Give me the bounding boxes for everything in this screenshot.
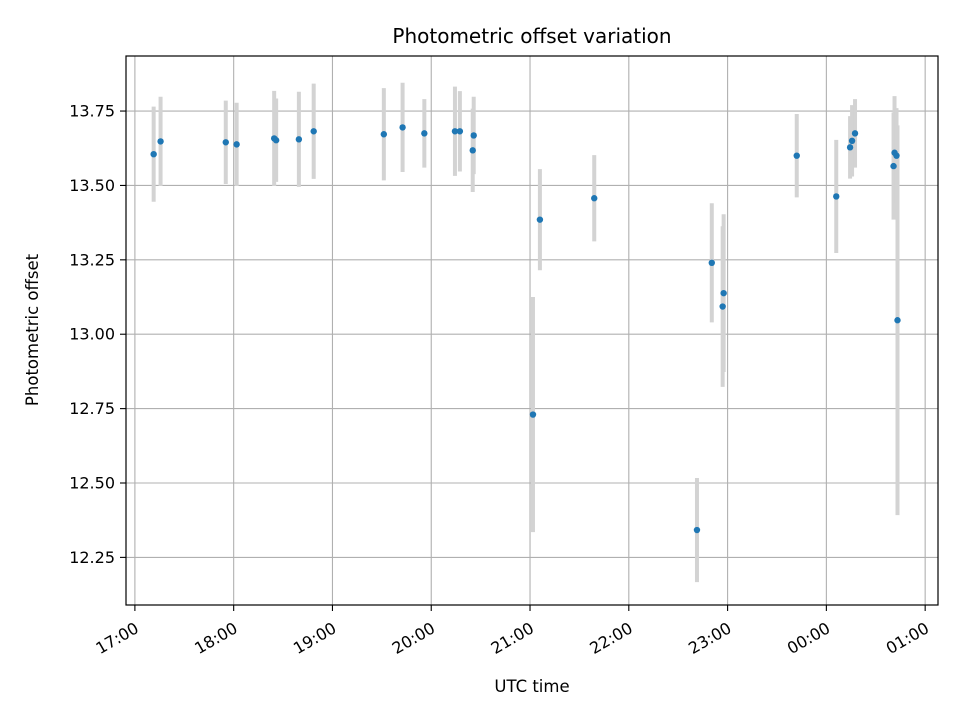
y-axis-label: Photometric offset: [23, 253, 42, 406]
data-point: [150, 150, 157, 158]
data-point: [456, 128, 464, 135]
data-point: [272, 137, 280, 144]
data-point: [846, 144, 854, 151]
data-point: [591, 195, 598, 202]
y-tick-label: 12.75: [69, 399, 115, 418]
data-point: [851, 130, 859, 137]
y-tick-label: 13.25: [69, 250, 115, 269]
data-point: [470, 132, 477, 139]
data-point: [380, 131, 388, 138]
y-tick-label: 13.75: [69, 102, 115, 121]
data-point: [529, 411, 537, 418]
data-point: [708, 259, 715, 267]
data-point: [295, 136, 303, 143]
y-axis-ticks: 12.25 12.50 12.75 13.00 13.25 13.50 13.75: [69, 102, 126, 567]
y-tick-label: 13.50: [69, 176, 115, 195]
data-point: [469, 147, 476, 154]
x-axis-label: UTC time: [494, 677, 569, 696]
data-point: [894, 317, 901, 324]
y-tick-label: 13.00: [69, 325, 115, 344]
chart-title: Photometric offset variation: [392, 24, 671, 48]
data-point: [720, 289, 727, 297]
data-point: [536, 216, 544, 223]
data-point: [833, 193, 840, 200]
data-point: [222, 139, 229, 146]
data-point: [451, 128, 459, 135]
y-tick-label: 12.25: [69, 548, 115, 567]
y-tick-label: 12.50: [69, 474, 115, 493]
data-point: [399, 124, 406, 131]
data-point: [693, 526, 701, 534]
data-point: [890, 162, 897, 170]
data-point: [157, 138, 164, 145]
data-point: [421, 130, 428, 137]
axes-frame: [125, 55, 939, 606]
data-point: [719, 303, 726, 310]
data-point: [310, 128, 317, 135]
data-point: [848, 137, 856, 145]
data-point: [233, 141, 240, 148]
data-point: [793, 152, 800, 159]
data-points: [150, 124, 901, 534]
data-point: [893, 152, 900, 159]
